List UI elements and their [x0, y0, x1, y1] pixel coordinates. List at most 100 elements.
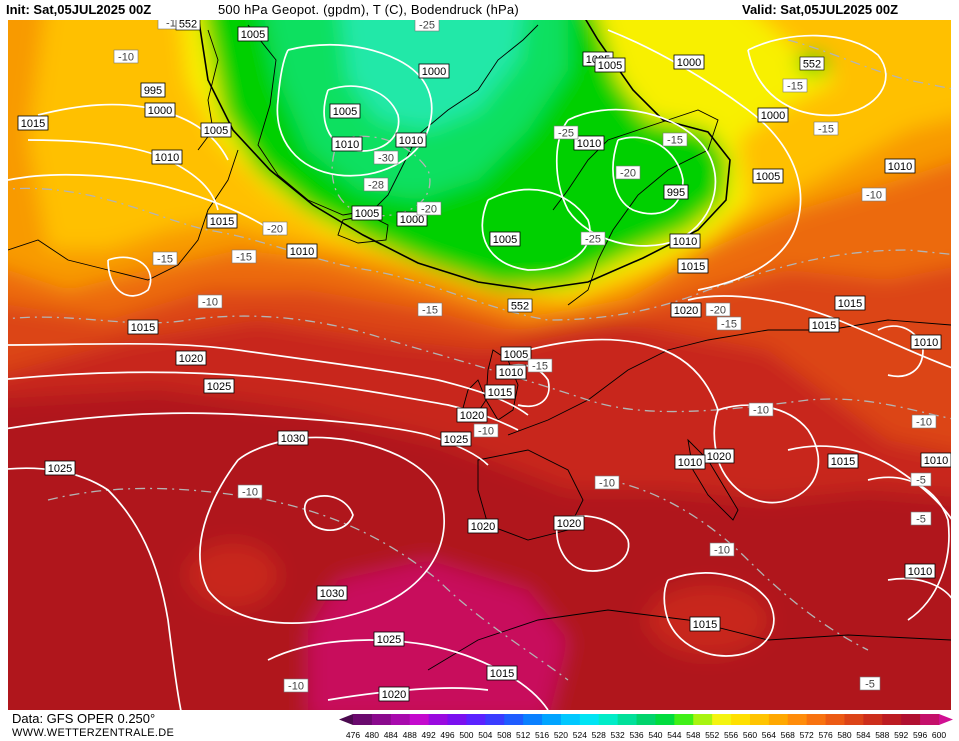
legend-tick-label: 568 — [781, 730, 795, 740]
isobar-label: 1010 — [920, 452, 951, 468]
legend-swatch — [901, 714, 921, 725]
coast-greenland — [247, 24, 539, 216]
isobar-label: 1010 — [286, 243, 318, 259]
isobar-label: 1015 — [17, 115, 49, 131]
coast-british-isles — [462, 349, 519, 421]
legend-tick-label: 592 — [894, 730, 908, 740]
legend-arrow-left — [339, 714, 353, 725]
legend-arrow-right — [939, 714, 953, 725]
legend-swatch — [712, 714, 732, 725]
isobar-label: 1025 — [44, 460, 76, 476]
svg-text:-15: -15 — [667, 135, 683, 147]
svg-text:-10: -10 — [753, 405, 769, 417]
legend-tick-label: 488 — [403, 730, 417, 740]
coast-scandinavia — [552, 109, 719, 306]
legend-tick-label: 584 — [856, 730, 870, 740]
map-canvas: 1015 995 1000 1005 1010 1015 1010 1015 1… — [8, 20, 951, 710]
legend-tick-label: 492 — [422, 730, 436, 740]
svg-text:1025: 1025 — [377, 634, 401, 646]
temperature-label: -10 — [709, 542, 735, 557]
legend-swatch — [447, 714, 467, 725]
color-legend: 476 480 484 488 492 496 500 504 508 512 516 520 524 5… — [339, 714, 953, 740]
isobar-label: 995 — [140, 82, 166, 98]
svg-text:1020: 1020 — [471, 521, 495, 533]
legend-tick-label: 512 — [516, 730, 530, 740]
svg-text:1025: 1025 — [444, 434, 468, 446]
legend-tick-label: 504 — [478, 730, 492, 740]
temperature-label: -28 — [363, 177, 389, 192]
isobar-label: 1005 — [351, 205, 383, 221]
isobar-label: 1000 — [144, 102, 176, 118]
legend-swatch — [466, 714, 486, 725]
temperature-label: -15 — [527, 358, 553, 373]
svg-text:552: 552 — [803, 59, 821, 71]
svg-text:1005: 1005 — [493, 234, 517, 246]
isobar-label: 1020 — [553, 515, 585, 531]
svg-text:-20: -20 — [421, 204, 437, 216]
svg-text:-15: -15 — [422, 305, 438, 317]
map-footer: Data: GFS OPER 0.250° WWW.WETTERZENTRALE… — [0, 710, 959, 741]
svg-text:-5: -5 — [916, 475, 926, 487]
temperature-label: -15 — [716, 316, 742, 331]
color-fill-layer — [8, 20, 951, 710]
svg-text:-25: -25 — [585, 234, 601, 246]
legend-tick-label: 496 — [440, 730, 454, 740]
isobar-label: 1000 — [396, 211, 428, 227]
isobar-label: 1020 — [467, 518, 499, 534]
weather-map[interactable]: 1015 995 1000 1005 1010 1015 1010 1015 1… — [8, 20, 951, 710]
svg-text:1000: 1000 — [761, 110, 785, 122]
svg-text:1010: 1010 — [577, 138, 601, 150]
svg-text:1010: 1010 — [914, 337, 938, 349]
svg-text:1005: 1005 — [333, 106, 357, 118]
svg-text:-25: -25 — [419, 20, 435, 32]
isobar-label: 1015 — [486, 665, 518, 681]
svg-text:1005: 1005 — [504, 349, 528, 361]
svg-text:1000: 1000 — [148, 105, 172, 117]
temperature-label: -15 — [782, 78, 808, 93]
temperature-label: -10 — [594, 475, 620, 490]
svg-text:-10: -10 — [866, 190, 882, 202]
isobar-label: 1000 — [673, 54, 705, 70]
svg-text:995: 995 — [667, 187, 685, 199]
isobar-label: 1025 — [203, 378, 235, 394]
legend-swatch — [674, 714, 694, 725]
temperature-label: -15 — [662, 132, 688, 147]
isobar-label: 1015 — [206, 213, 238, 229]
isobar-label: 1010 — [904, 563, 936, 579]
temperature-label: -10 — [748, 402, 774, 417]
isobar-label: 1015 — [689, 616, 721, 632]
svg-text:-20: -20 — [710, 305, 726, 317]
legend-tick-label: 476 — [346, 730, 360, 740]
isobar-label: 1000 — [757, 107, 789, 123]
legend-tick-label: 588 — [875, 730, 889, 740]
svg-text:995: 995 — [144, 85, 162, 97]
temperature-label: -20 — [705, 302, 731, 317]
temperature-labels: -10 -15 -15 -10 -20 -15 -25 -30 -28 -20 … — [113, 20, 937, 693]
svg-text:-15: -15 — [157, 254, 173, 266]
svg-text:1010: 1010 — [499, 367, 523, 379]
svg-text:1000: 1000 — [677, 57, 701, 69]
temperature-label: -30 — [373, 150, 399, 165]
svg-text:1005: 1005 — [598, 60, 622, 72]
site-url[interactable]: WWW.WETTERZENTRALE.DE — [12, 727, 175, 739]
legend-tick-label: 528 — [592, 730, 606, 740]
svg-text:-15: -15 — [721, 319, 737, 331]
temperature-label: -15 — [417, 302, 443, 317]
geopotential-label: 552 — [175, 20, 201, 31]
legend-tick-label: 572 — [800, 730, 814, 740]
svg-text:-20: -20 — [620, 168, 636, 180]
svg-text:1010: 1010 — [678, 457, 702, 469]
isobar-label: 1010 — [910, 334, 942, 350]
isobar-label: 1025 — [373, 631, 405, 647]
svg-text:1015: 1015 — [693, 619, 717, 631]
isobar-label: 1010 — [331, 136, 363, 152]
isobar-label: 1015 — [127, 319, 159, 335]
temperature-label: -20 — [416, 201, 442, 216]
svg-text:1015: 1015 — [812, 320, 836, 332]
svg-text:-15: -15 — [787, 81, 803, 93]
temperature-label: -20 — [615, 165, 641, 180]
isobar-label: 1020 — [378, 686, 410, 702]
isobar-label: 1020 — [456, 407, 488, 423]
svg-text:-15: -15 — [236, 252, 252, 264]
legend-tick-label: 560 — [743, 730, 757, 740]
